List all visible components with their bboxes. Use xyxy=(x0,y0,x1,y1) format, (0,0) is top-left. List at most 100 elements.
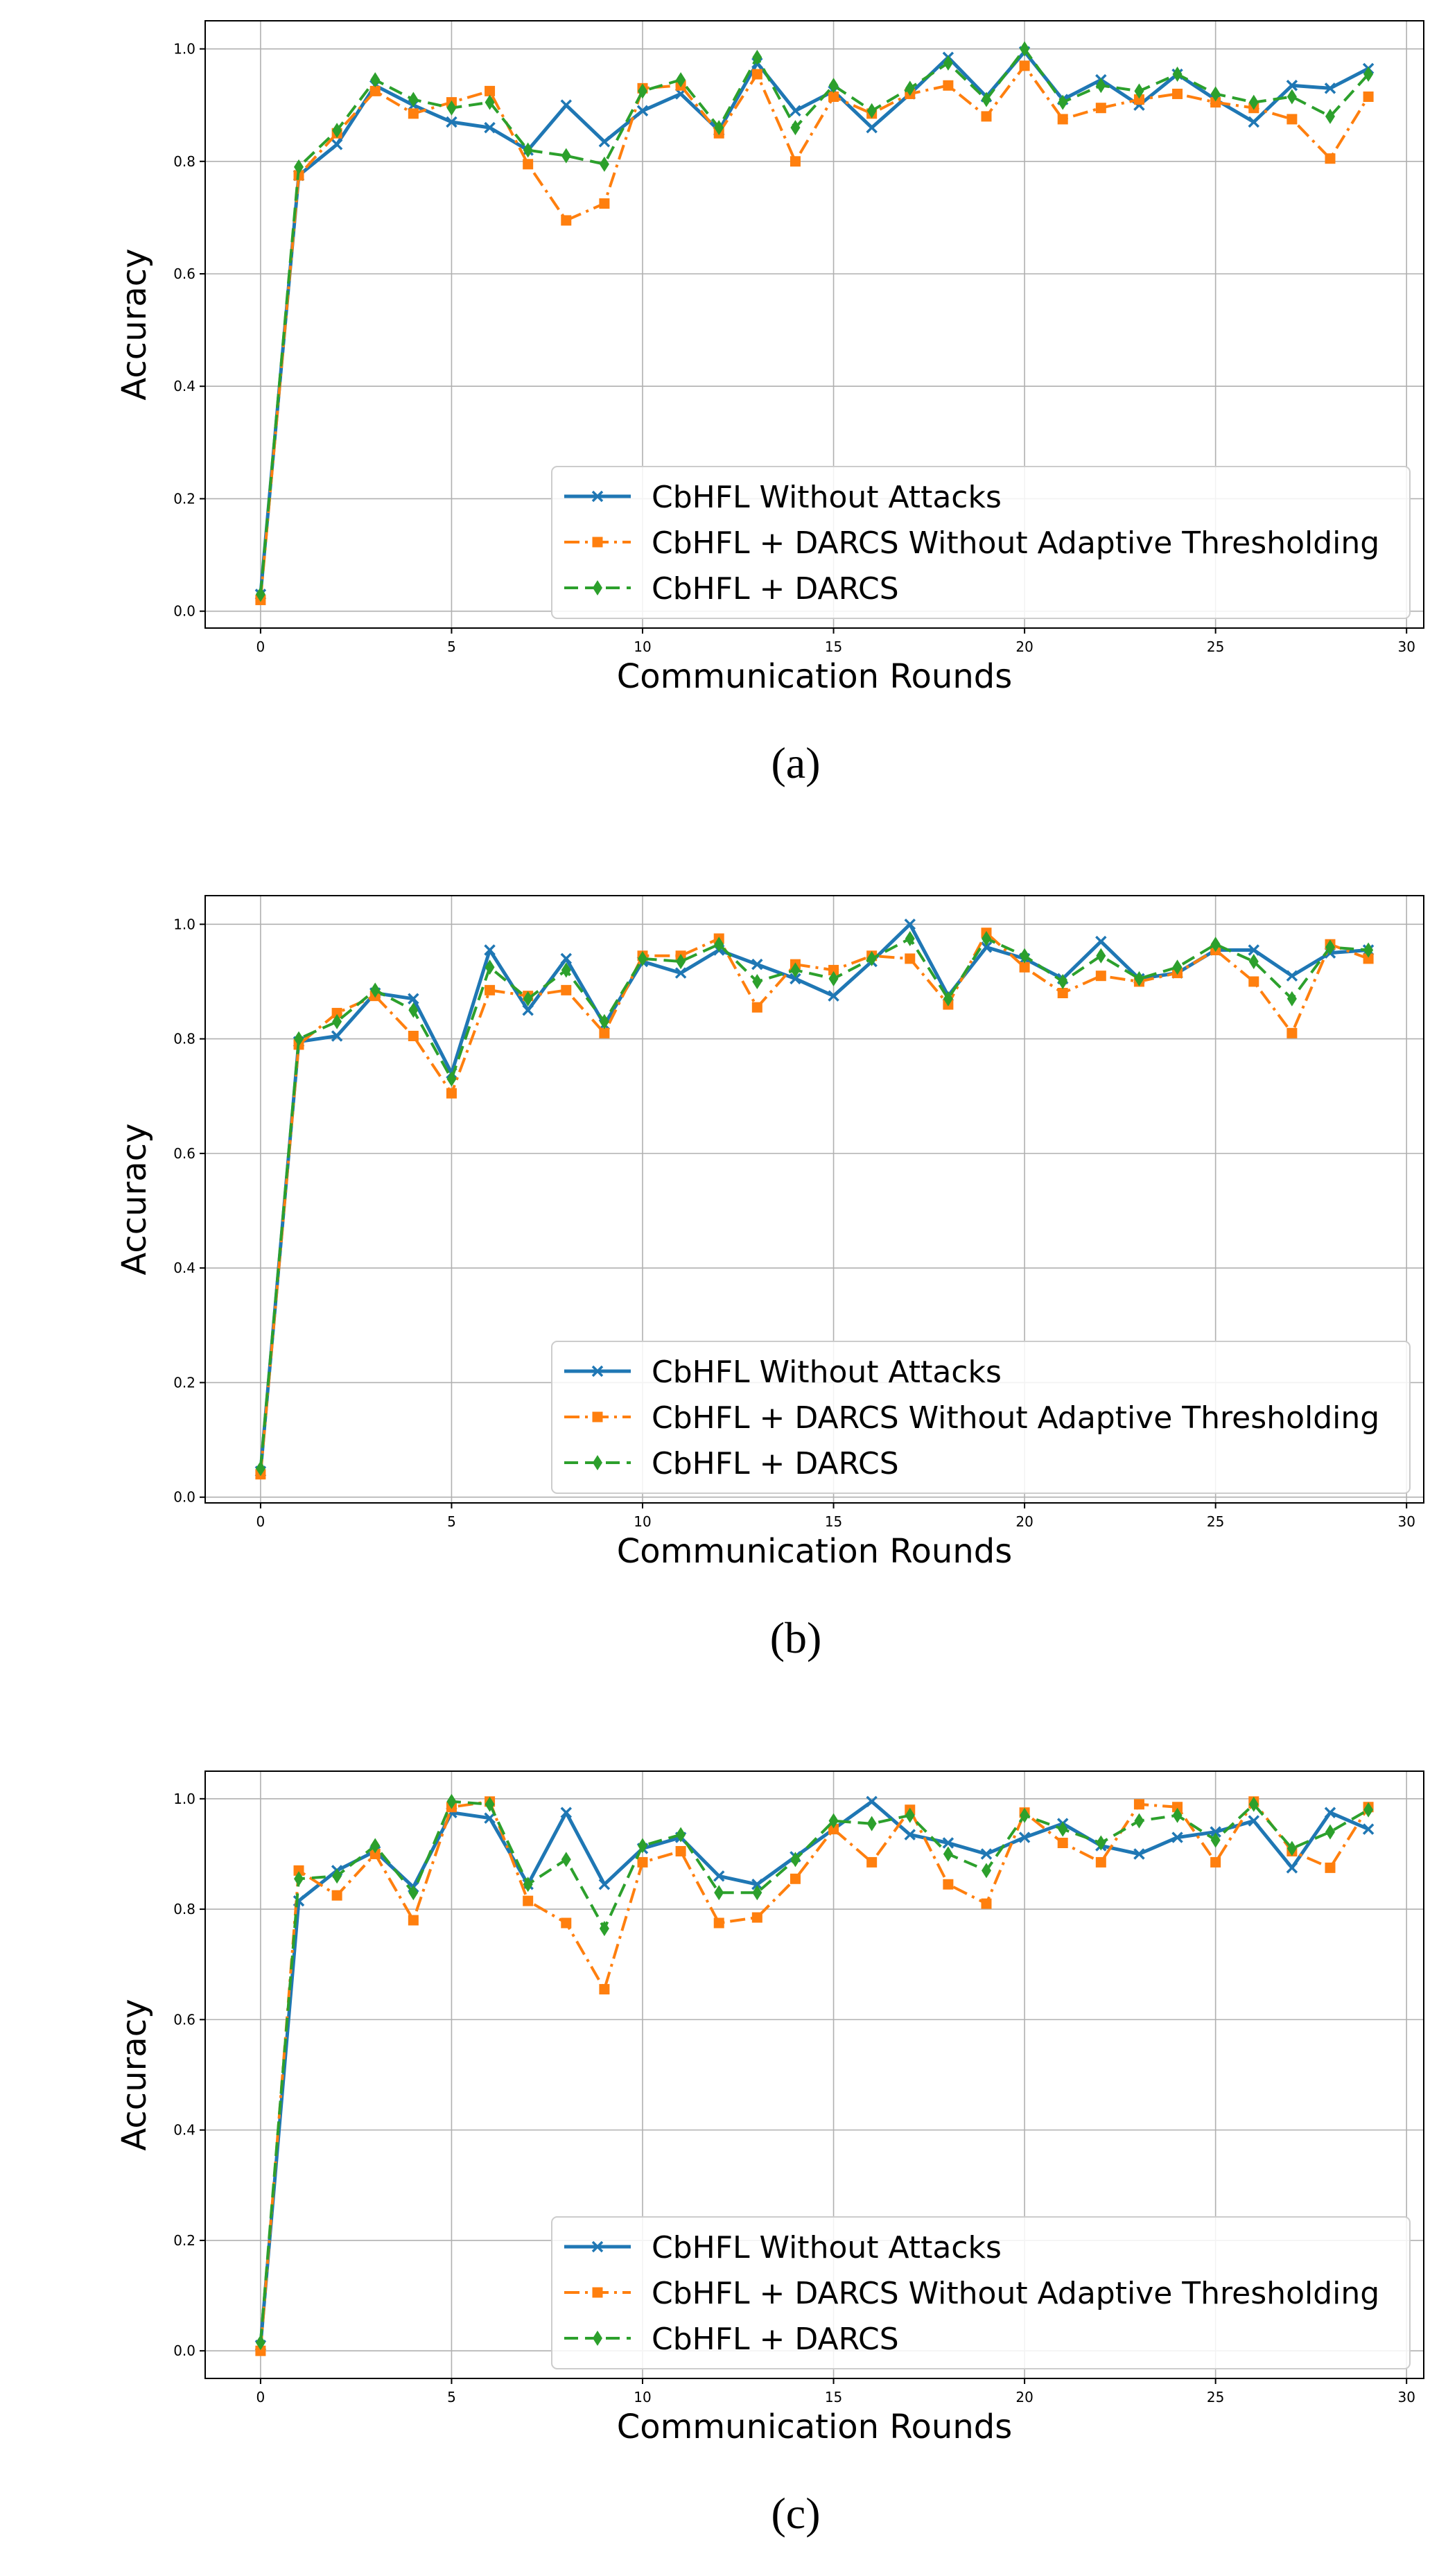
y-tick-label: 0.2 xyxy=(173,2232,195,2249)
data-point xyxy=(1095,971,1106,982)
data-point xyxy=(714,1885,724,1901)
data-point xyxy=(560,1807,573,1818)
data-point xyxy=(1363,1802,1374,1818)
legend-label: CbHFL + DARCS xyxy=(652,2322,899,2357)
data-point xyxy=(638,950,648,966)
data-point xyxy=(981,930,991,946)
panel-caption: (c) xyxy=(771,2489,820,2538)
data-point xyxy=(1325,108,1335,124)
data-point xyxy=(1363,953,1374,964)
data-point xyxy=(485,85,496,96)
data-point xyxy=(1133,1799,1144,1810)
x-tick-label: 30 xyxy=(1397,2389,1415,2405)
data-point xyxy=(1363,67,1374,82)
data-point xyxy=(1172,1807,1183,1823)
data-point xyxy=(751,958,763,971)
data-point xyxy=(714,937,724,952)
data-point xyxy=(599,1013,609,1029)
data-point xyxy=(676,72,686,88)
data-point xyxy=(1095,103,1106,114)
data-point xyxy=(523,142,533,158)
data-point xyxy=(446,116,457,128)
panel-caption: (a) xyxy=(771,738,820,787)
legend-marker xyxy=(593,2331,602,2346)
data-point xyxy=(599,1984,610,1995)
data-point xyxy=(598,136,611,148)
data-point xyxy=(1058,94,1068,110)
y-tick-label: 0.6 xyxy=(173,1145,195,1162)
data-point xyxy=(1325,153,1336,164)
data-point xyxy=(1172,67,1183,82)
data-point xyxy=(676,1827,686,1843)
data-point xyxy=(599,1027,610,1038)
legend-marker xyxy=(591,490,604,503)
y-tick-label: 0.2 xyxy=(173,490,195,507)
data-point xyxy=(1096,78,1106,94)
x-tick-label: 10 xyxy=(634,2389,651,2405)
data-point xyxy=(905,80,915,96)
data-point xyxy=(408,92,419,107)
data-point xyxy=(981,111,992,122)
data-point xyxy=(446,100,457,116)
series-2 xyxy=(255,1793,1374,2351)
x-tick-label: 0 xyxy=(256,1513,265,1530)
y-tick-label: 1.0 xyxy=(173,41,195,58)
data-point xyxy=(484,121,496,134)
data-point xyxy=(1057,114,1068,125)
data-point xyxy=(408,108,419,119)
data-point xyxy=(560,952,573,965)
legend-label: CbHFL Without Attacks xyxy=(652,2230,1002,2265)
data-point xyxy=(1248,976,1259,987)
data-point xyxy=(446,1071,457,1087)
data-point xyxy=(370,72,381,88)
data-point xyxy=(790,962,801,978)
data-point xyxy=(1324,1807,1336,1818)
data-point xyxy=(1248,116,1259,128)
data-point xyxy=(523,1895,534,1906)
data-point xyxy=(446,1793,457,1809)
x-axis-label: Communication Rounds xyxy=(617,657,1012,696)
data-point xyxy=(1287,991,1297,1007)
legend-marker xyxy=(592,1411,603,1422)
y-tick-label: 0.8 xyxy=(173,1901,195,1917)
x-tick-label: 20 xyxy=(1015,638,1033,655)
legend-box xyxy=(551,466,1411,619)
y-tick-label: 0.0 xyxy=(173,603,195,620)
data-point xyxy=(981,92,991,107)
data-point xyxy=(408,993,419,1004)
chart-panel-0: 0 5 10 15 20 25 30 0.0 0.2 0.4 0.6 0.8 1.0 Communicat… xyxy=(115,20,1424,787)
series-2 xyxy=(255,930,1374,1477)
data-point xyxy=(751,1002,762,1013)
data-point xyxy=(790,973,801,985)
data-point xyxy=(523,1877,533,1892)
legend-label: CbHFL Without Attacks xyxy=(652,480,1002,515)
data-point xyxy=(752,1885,762,1901)
x-tick-label: 5 xyxy=(447,2389,456,2405)
data-point xyxy=(714,120,724,136)
legend-marker xyxy=(592,2287,603,2298)
data-point xyxy=(1095,1856,1106,1868)
data-point xyxy=(1287,1027,1298,1038)
legend: CbHFL Without Attacks CbHFL + DARCS Witho… xyxy=(551,466,1411,619)
x-tick-label: 30 xyxy=(1397,1513,1415,1530)
panels: 0 5 10 15 20 25 30 0.0 0.2 0.4 0.6 0.8 1.0 Communicat… xyxy=(115,20,1424,2538)
data-point xyxy=(1171,1831,1183,1843)
data-point xyxy=(828,971,839,986)
data-point xyxy=(1248,1815,1259,1827)
x-tick-label: 15 xyxy=(825,638,842,655)
data-point xyxy=(1019,60,1030,71)
data-point xyxy=(599,156,609,172)
data-point xyxy=(1210,97,1221,108)
data-point xyxy=(370,1838,381,1854)
data-point xyxy=(561,1917,572,1929)
data-point xyxy=(1325,1862,1336,1873)
data-point xyxy=(523,991,533,1007)
data-point xyxy=(1020,41,1030,57)
data-point xyxy=(255,2335,265,2351)
data-point xyxy=(408,1915,419,1926)
data-point xyxy=(485,1796,495,1812)
data-point xyxy=(1286,1862,1298,1874)
data-point xyxy=(408,1002,419,1018)
